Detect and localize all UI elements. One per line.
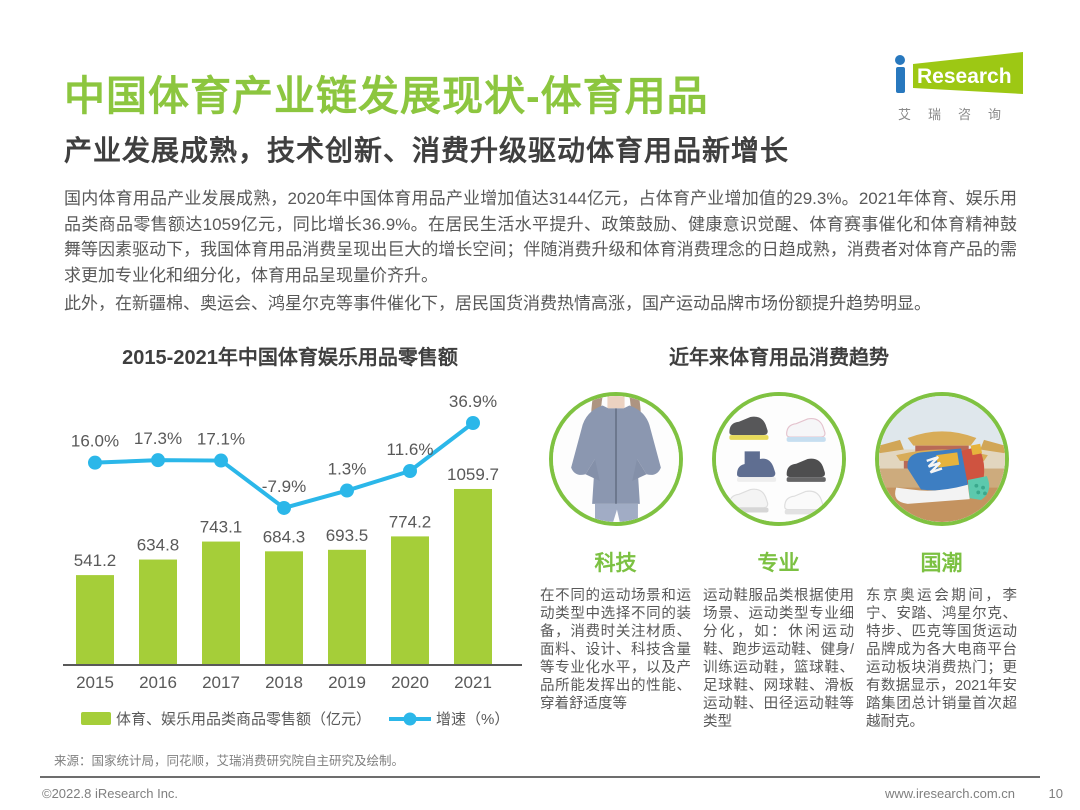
bar-line-chart-canvas: 16.0% 17.3% 17.1% -7.9% 1.3% 11.6% 36.9% 541.2 2… bbox=[63, 392, 522, 692]
sneakers-collage-photo bbox=[711, 392, 846, 526]
svg-text:2016: 2016 bbox=[139, 673, 177, 692]
svg-text:693.5: 693.5 bbox=[326, 526, 369, 545]
trend-label-tech: 科技 bbox=[594, 552, 637, 575]
iresearch-logo-icon: Research bbox=[895, 52, 1023, 94]
source-note: 来源：国家统计局，同花顺，艾瑞消费研究院自主研究及绘制。 bbox=[54, 754, 405, 768]
legend-item-line: 增速（%） bbox=[389, 708, 509, 729]
trend-description-tech: 在不同的运动场景和运动类型中选择不同的装备，消费时关注材质、面料、设计、科技含量… bbox=[540, 588, 691, 712]
svg-text:11.6%: 11.6% bbox=[387, 440, 434, 459]
svg-text:541.2: 541.2 bbox=[74, 551, 117, 570]
trends-title: 近年来体育用品消费趋势 bbox=[669, 347, 889, 369]
page-subtitle: 产业发展成熟，技术创新、消费升级驱动体育用品新增长 bbox=[64, 135, 790, 166]
svg-text:17.1%: 17.1% bbox=[197, 430, 245, 449]
chart-title: 2015-2021年中国体育娱乐用品零售额 bbox=[122, 347, 458, 369]
svg-text:774.2: 774.2 bbox=[389, 512, 432, 531]
trend-column-guochao: 国潮 东京奥运会期间，李宁、安踏、鸿星尔克、特步、匹克等国货运动品牌成为各大电商… bbox=[866, 392, 1017, 731]
copyright-text: ©2022.8 iResearch Inc. bbox=[42, 786, 179, 801]
svg-text:1059.7: 1059.7 bbox=[447, 465, 499, 484]
trend-description-guochao: 东京奥运会期间，李宁、安踏、鸿星尔克、特步、匹克等国货运动品牌成为各大电商平台运… bbox=[866, 588, 1017, 730]
sportswear-woman-photo bbox=[548, 392, 683, 526]
svg-text:743.1: 743.1 bbox=[200, 518, 243, 537]
svg-text:2020: 2020 bbox=[391, 673, 429, 692]
trend-column-professional: 专业 运动鞋服品类根据使用场景、运动类型专业细分化，如：休闲运动鞋、跑步运动鞋、… bbox=[703, 392, 854, 731]
svg-text:634.8: 634.8 bbox=[137, 536, 180, 555]
intro-block: 国内体育用品产业发展成熟，2020年中国体育用品产业增加值达3144亿元，占体育… bbox=[64, 186, 1017, 320]
svg-text:2021: 2021 bbox=[454, 673, 492, 692]
svg-text:36.9%: 36.9% bbox=[449, 392, 497, 411]
intro-paragraph-1: 国内体育用品产业发展成熟，2020年中国体育用品产业增加值达3144亿元，占体育… bbox=[64, 189, 1017, 285]
svg-text:16.0%: 16.0% bbox=[71, 432, 119, 451]
legend-item-bar: 体育、娱乐用品类商品零售额（亿元） bbox=[81, 708, 371, 729]
line-series-marker-icon bbox=[389, 712, 432, 725]
svg-text:-7.9%: -7.9% bbox=[262, 477, 306, 496]
logo-brand-text: Research bbox=[917, 65, 1012, 88]
svg-text:684.3: 684.3 bbox=[263, 527, 306, 546]
svg-text:2017: 2017 bbox=[202, 673, 240, 692]
trend-label-guochao: 国潮 bbox=[920, 552, 963, 575]
svg-text:17.3%: 17.3% bbox=[134, 429, 182, 448]
trends-row: 科技 在不同的运动场景和运动类型中选择不同的装备，消费时关注材质、面料、设计、科… bbox=[540, 392, 1018, 731]
trend-label-professional: 专业 bbox=[757, 552, 800, 575]
website-link[interactable]: www.iresearch.com.cn bbox=[884, 786, 1015, 801]
guochao-sneaker-photo bbox=[874, 392, 1009, 526]
retail-sales-chart: 16.0% 17.3% 17.1% -7.9% 1.3% 11.6% 36.9% 541.2 2… bbox=[55, 385, 530, 730]
chart-legend: 体育、娱乐用品类商品零售额（亿元） 增速（%） bbox=[81, 708, 509, 729]
footer-divider bbox=[40, 776, 1040, 778]
iresearch-logo: Research 艾瑞咨询 bbox=[893, 50, 1025, 123]
svg-text:2019: 2019 bbox=[328, 673, 366, 692]
page-number: 10 bbox=[1048, 786, 1063, 801]
logo-chinese-name: 艾瑞咨询 bbox=[898, 107, 1019, 122]
page-title: 中国体育产业链发展现状-体育用品 bbox=[64, 73, 709, 119]
trend-column-tech: 科技 在不同的运动场景和运动类型中选择不同的装备，消费时关注材质、面料、设计、科… bbox=[540, 392, 691, 731]
trend-description-professional: 运动鞋服品类根据使用场景、运动类型专业细分化，如：休闲运动鞋、跑步运动鞋、健身/… bbox=[703, 588, 854, 730]
svg-text:1.3%: 1.3% bbox=[328, 460, 367, 479]
bar-series-label: 体育、娱乐用品类商品零售额（亿元） bbox=[116, 711, 372, 728]
svg-text:2015: 2015 bbox=[76, 673, 114, 692]
svg-text:2018: 2018 bbox=[265, 673, 303, 692]
bar-series-swatch-icon bbox=[81, 712, 111, 725]
line-series-label: 增速（%） bbox=[436, 711, 510, 728]
intro-paragraph-2: 此外，在新疆棉、奥运会、鸿星尔克等事件催化下，居民国货消费热情高涨，国产运动品牌… bbox=[64, 294, 931, 313]
